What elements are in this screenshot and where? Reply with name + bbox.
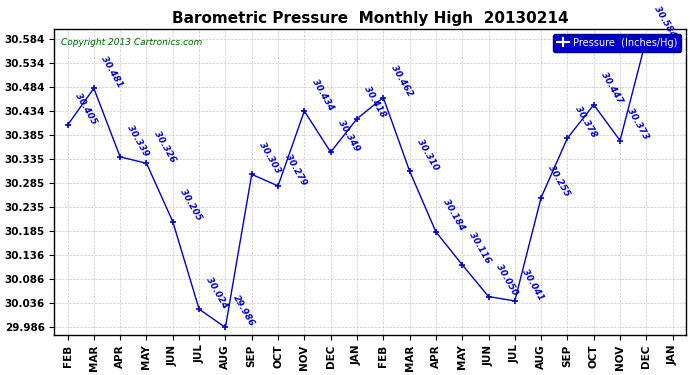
Text: 30.303: 30.303 <box>257 141 282 175</box>
Text: 30.041: 30.041 <box>520 267 546 302</box>
Text: 29.986: 29.986 <box>231 294 256 328</box>
Text: 30.184: 30.184 <box>442 198 466 232</box>
Text: 30.279: 30.279 <box>284 152 308 186</box>
Text: 30.481: 30.481 <box>99 54 124 89</box>
Text: Copyright 2013 Cartronics.com: Copyright 2013 Cartronics.com <box>61 38 202 47</box>
Text: 30.405: 30.405 <box>73 91 98 126</box>
Text: 30.339: 30.339 <box>126 123 151 158</box>
Text: 30.310: 30.310 <box>415 137 440 172</box>
Legend: Pressure  (Inches/Hg): Pressure (Inches/Hg) <box>553 34 681 51</box>
Text: 30.434: 30.434 <box>310 77 335 112</box>
Text: 30.418: 30.418 <box>362 85 388 119</box>
Title: Barometric Pressure  Monthly High  20130214: Barometric Pressure Monthly High 2013021… <box>172 11 569 26</box>
Text: 30.462: 30.462 <box>389 64 414 98</box>
Text: 30.255: 30.255 <box>546 164 572 198</box>
Text: 30.326: 30.326 <box>152 129 177 164</box>
Text: 30.378: 30.378 <box>573 104 598 139</box>
Text: 30.349: 30.349 <box>336 118 362 153</box>
Text: 30.116: 30.116 <box>468 231 493 265</box>
Text: 30.373: 30.373 <box>626 106 651 141</box>
Text: 30.205: 30.205 <box>178 188 204 222</box>
Text: 30.024: 30.024 <box>205 275 230 310</box>
Text: 30.584: 30.584 <box>652 5 677 39</box>
Text: 30.447: 30.447 <box>600 71 624 105</box>
Text: 30.050: 30.050 <box>494 263 519 297</box>
